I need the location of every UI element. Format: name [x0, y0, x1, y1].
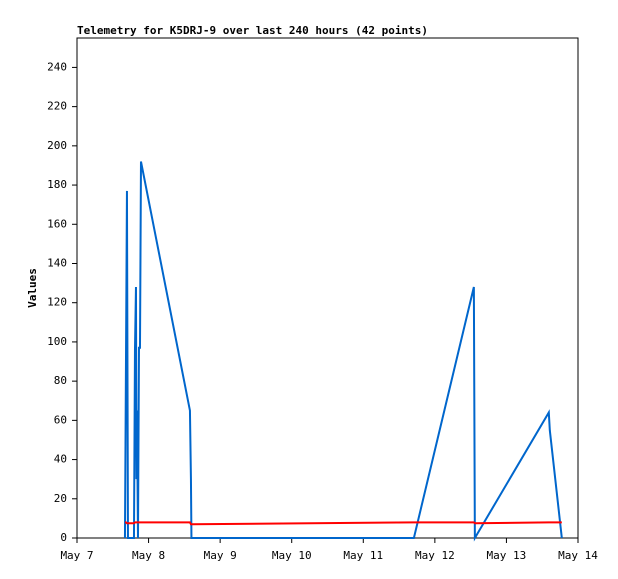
- x-tick-label: May 14: [558, 549, 598, 562]
- x-tick-label: May 12: [415, 549, 455, 562]
- x-tick-label: May 13: [487, 549, 527, 562]
- y-tick-label: 240: [47, 60, 67, 73]
- x-tick-label: May 9: [204, 549, 237, 562]
- x-tick-label: May 8: [132, 549, 165, 562]
- data-line: [124, 521, 562, 526]
- y-tick-label: 120: [47, 296, 67, 309]
- y-axis-label: Values: [26, 268, 39, 308]
- y-tick-label: 80: [54, 374, 67, 387]
- y-tick-label: 200: [47, 139, 67, 152]
- y-tick-label: 140: [47, 256, 67, 269]
- y-tick-label: 160: [47, 217, 67, 230]
- x-tick-label: May 10: [272, 549, 312, 562]
- y-tick-label: 20: [54, 492, 67, 505]
- y-tick-label: 180: [47, 178, 67, 191]
- y-tick-label: 0: [60, 531, 67, 544]
- y-tick-label: 40: [54, 453, 67, 466]
- chart-title: Telemetry for K5DRJ-9 over last 240 hour…: [77, 24, 428, 37]
- y-tick-label: 220: [47, 100, 67, 113]
- x-tick-label: May 7: [60, 549, 93, 562]
- data-line: [123, 161, 563, 542]
- y-tick-label: 100: [47, 335, 67, 348]
- x-tick-label: May 11: [343, 549, 383, 562]
- y-tick-label: 60: [54, 413, 67, 426]
